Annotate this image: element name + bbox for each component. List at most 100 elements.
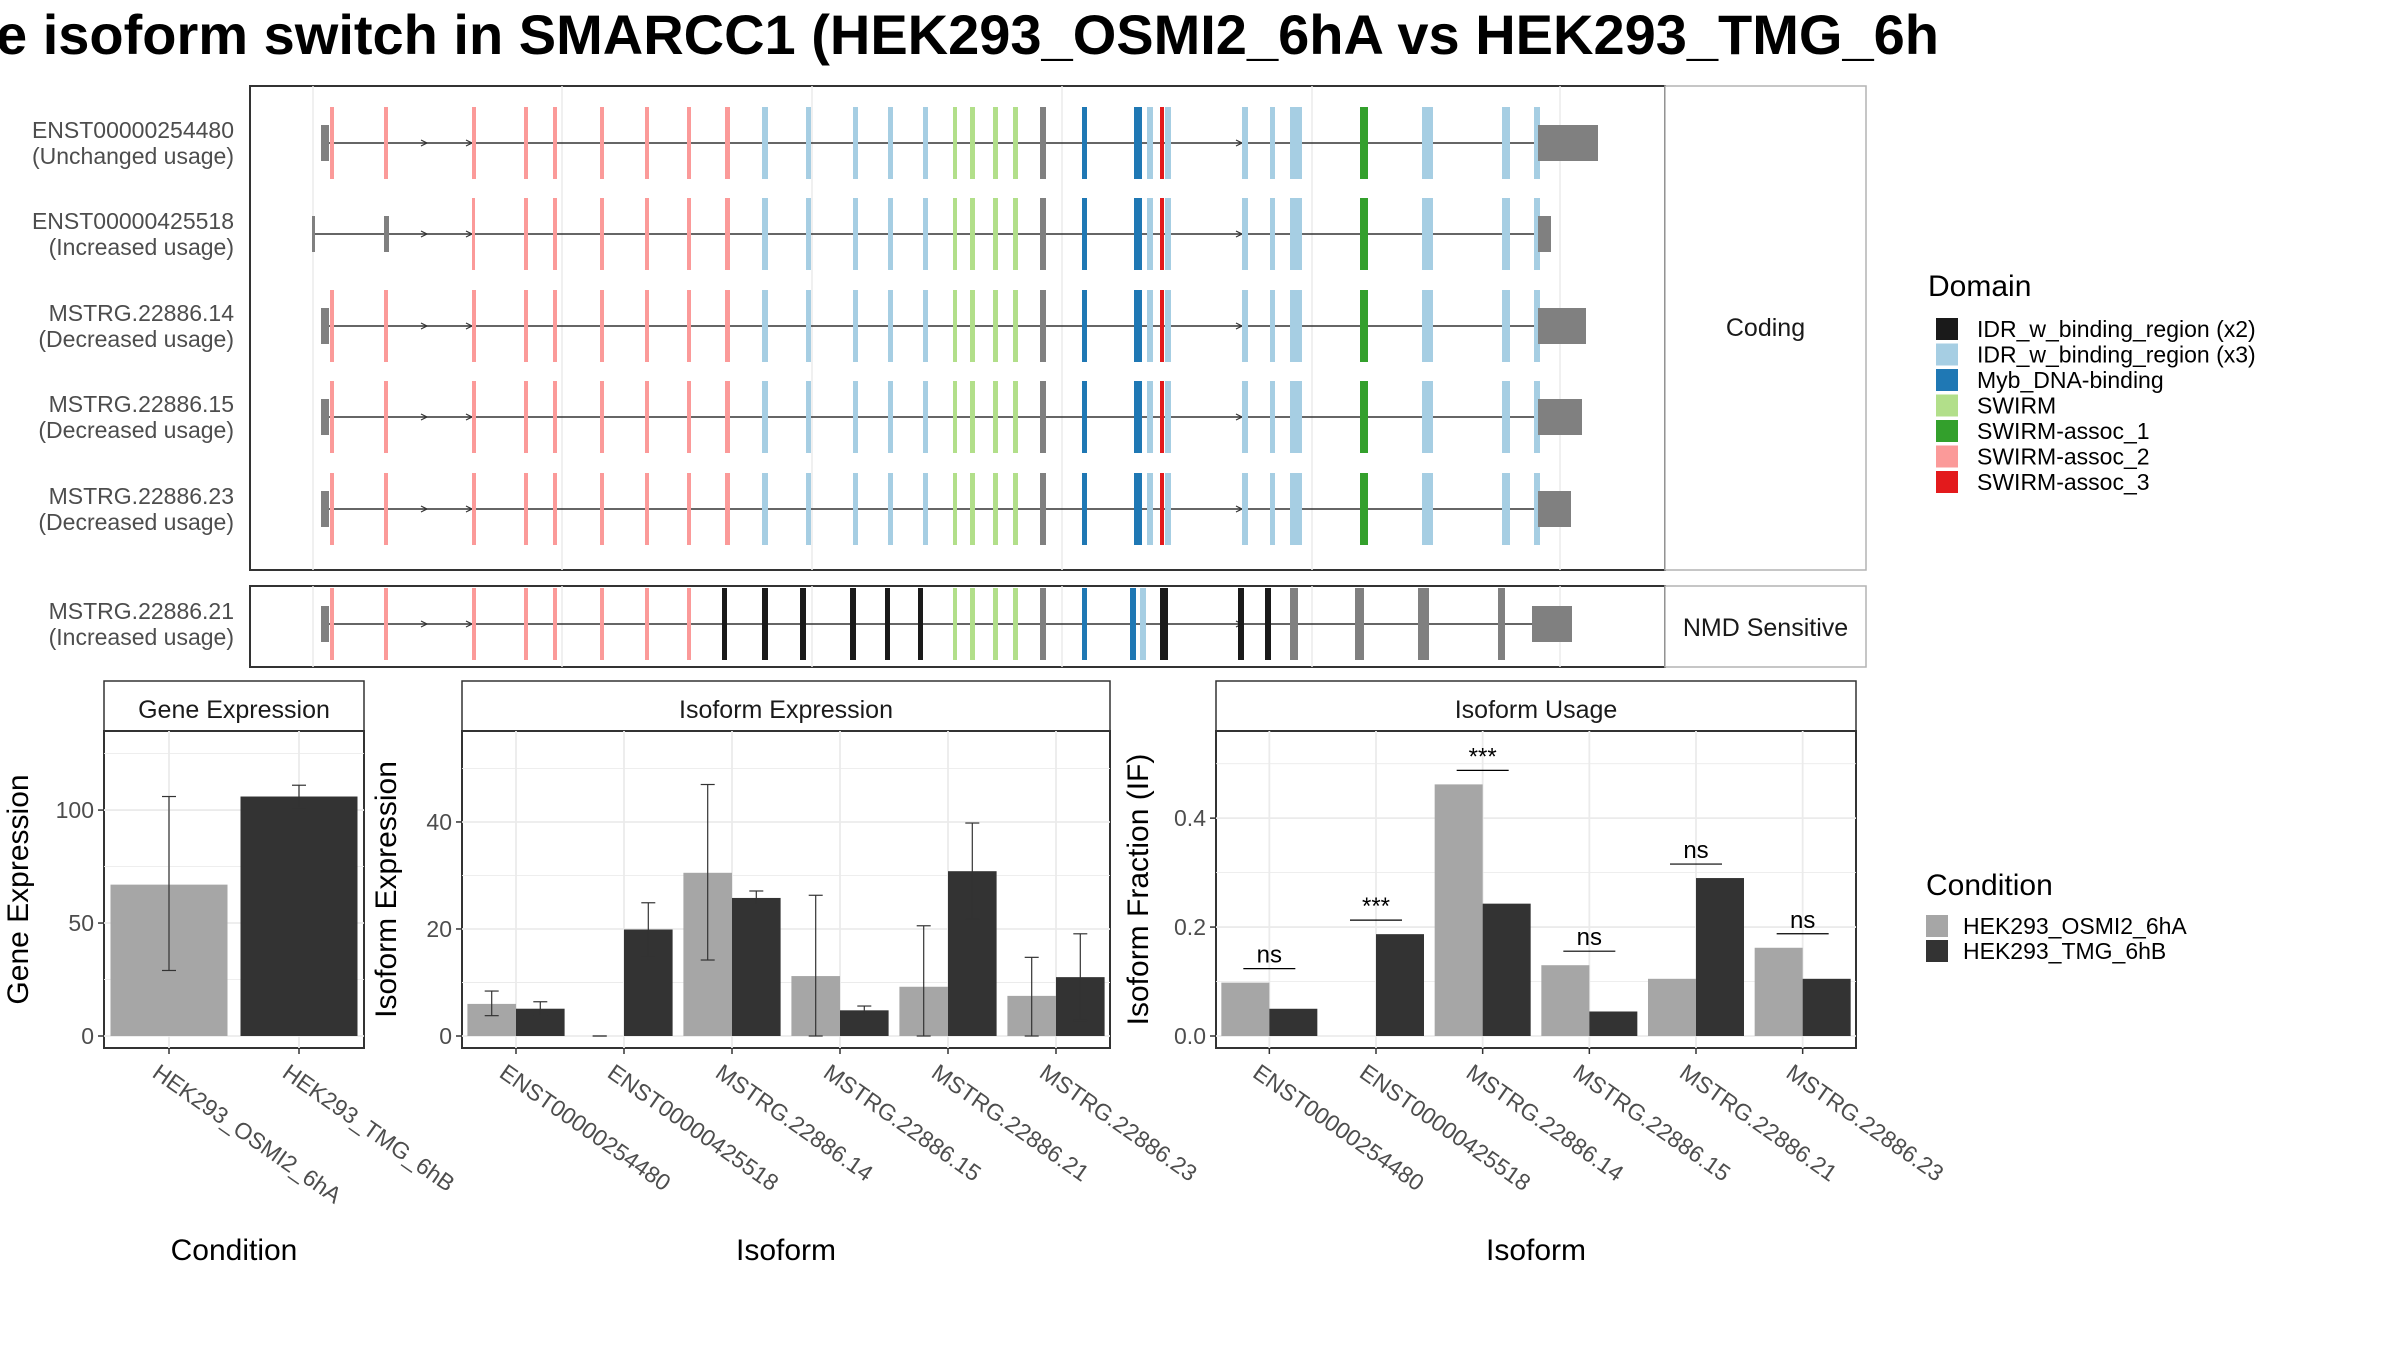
exon [1040,473,1046,545]
utr-exon [1532,606,1572,642]
exon [600,107,604,179]
exon [472,290,476,362]
transcript-row: ENST00000254480(Unchanged usage) [32,107,1598,179]
exon [553,588,557,660]
isoform-expression-panel: Isoform Expression 0 20 40 Isoform Expressio… [370,680,1202,1267]
exon [524,473,528,545]
exon [687,290,691,362]
direction-arrow [420,505,429,513]
exon [1290,198,1302,270]
exon [1534,290,1540,362]
domain-legend: Domain IDR_w_binding_region (x2)IDR_w_bin… [1928,270,2256,495]
bar [1434,784,1483,1036]
bar [1482,903,1531,1036]
exon [1165,473,1171,545]
exon [1422,107,1433,179]
exon [330,290,334,362]
y-tick-label: 20 [426,916,452,942]
exon [1147,198,1153,270]
x-axis-title: Condition [171,1234,298,1267]
exon [1147,290,1153,362]
panel-strip-label: Isoform Expression [679,696,893,724]
nmd-strip [1664,585,1867,668]
exon [853,381,858,453]
exon [1502,381,1510,453]
exon [953,107,957,179]
nmd-strip-label: NMD Sensitive [1683,614,1848,642]
exon [524,588,528,660]
exon [1270,107,1275,179]
exon [1502,198,1510,270]
exon [1242,290,1248,362]
exon [1082,198,1087,270]
transcript-usage: (Increased usage) [49,624,234,650]
exon [1534,473,1540,545]
panel-strip [461,680,1111,732]
panel-strip-label: Isoform Usage [1455,696,1618,724]
exon [553,381,557,453]
exon [1040,381,1046,453]
exon [1422,381,1433,453]
exon [1134,290,1142,362]
exon [600,198,604,270]
significance-label: ns [1577,924,1602,951]
exon [1160,198,1164,270]
direction-arrow [420,620,429,628]
exon [1013,473,1018,545]
utr-exon [1538,399,1582,435]
direction-arrow [420,139,429,147]
exon [1013,588,1018,660]
exon [1498,588,1505,660]
utr-exon [1538,308,1586,344]
exon [687,381,691,453]
legend-label: HEK293_TMG_6hB [1963,938,2166,964]
legend-label: HEK293_OSMI2_6hA [1963,913,2187,939]
utr-exon [321,606,329,642]
exon [1040,198,1046,270]
coding-strip-label: Coding [1726,314,1805,342]
direction-arrow [420,413,429,421]
exon [1040,588,1046,660]
exon [1040,290,1046,362]
utr-exon [1538,125,1598,161]
exon [1238,588,1244,660]
exon [645,473,649,545]
exon [1082,588,1087,660]
exon [1013,381,1018,453]
exon [806,290,811,362]
figure-title: e isoform switch in SMARCC1 (HEK293_OSMI… [0,3,1939,66]
panel-strip-label: Gene Expression [138,696,330,724]
exon [993,198,998,270]
exon [1134,107,1142,179]
exon [472,473,476,545]
isoform-usage-panel: Isoform Usage 0.0 0.2 0.4 Isoform Fraction (… [1122,680,1949,1267]
y-axis-title: Isoform Expression [370,761,403,1018]
transcript-structure-panel: Coding NMD Sensitive ENST00000254480(Uncha… [32,85,1867,668]
exon [1360,290,1368,362]
exon [472,198,475,270]
bar [1802,978,1851,1036]
exon [993,588,998,660]
exon [918,588,923,660]
exon [1502,473,1510,545]
exon [384,473,388,545]
coding-panel-frame [249,85,1666,571]
transcript-row: ENST00000425518(Increased usage) [32,198,1551,270]
exon [806,473,811,545]
legend-label: SWIRM-assoc_1 [1977,418,2150,444]
exon [888,198,893,270]
legend-swatch [1936,420,1958,442]
exon [1160,381,1164,453]
exon [645,290,649,362]
exon [1242,473,1248,545]
exon [600,290,604,362]
direction-arrow [420,322,429,330]
legend-swatch [1926,915,1948,937]
exon [993,107,998,179]
exon [472,381,476,453]
bar [240,796,358,1036]
exon [330,107,334,179]
exon [1534,198,1540,270]
exon [970,473,975,545]
exon [953,381,957,453]
